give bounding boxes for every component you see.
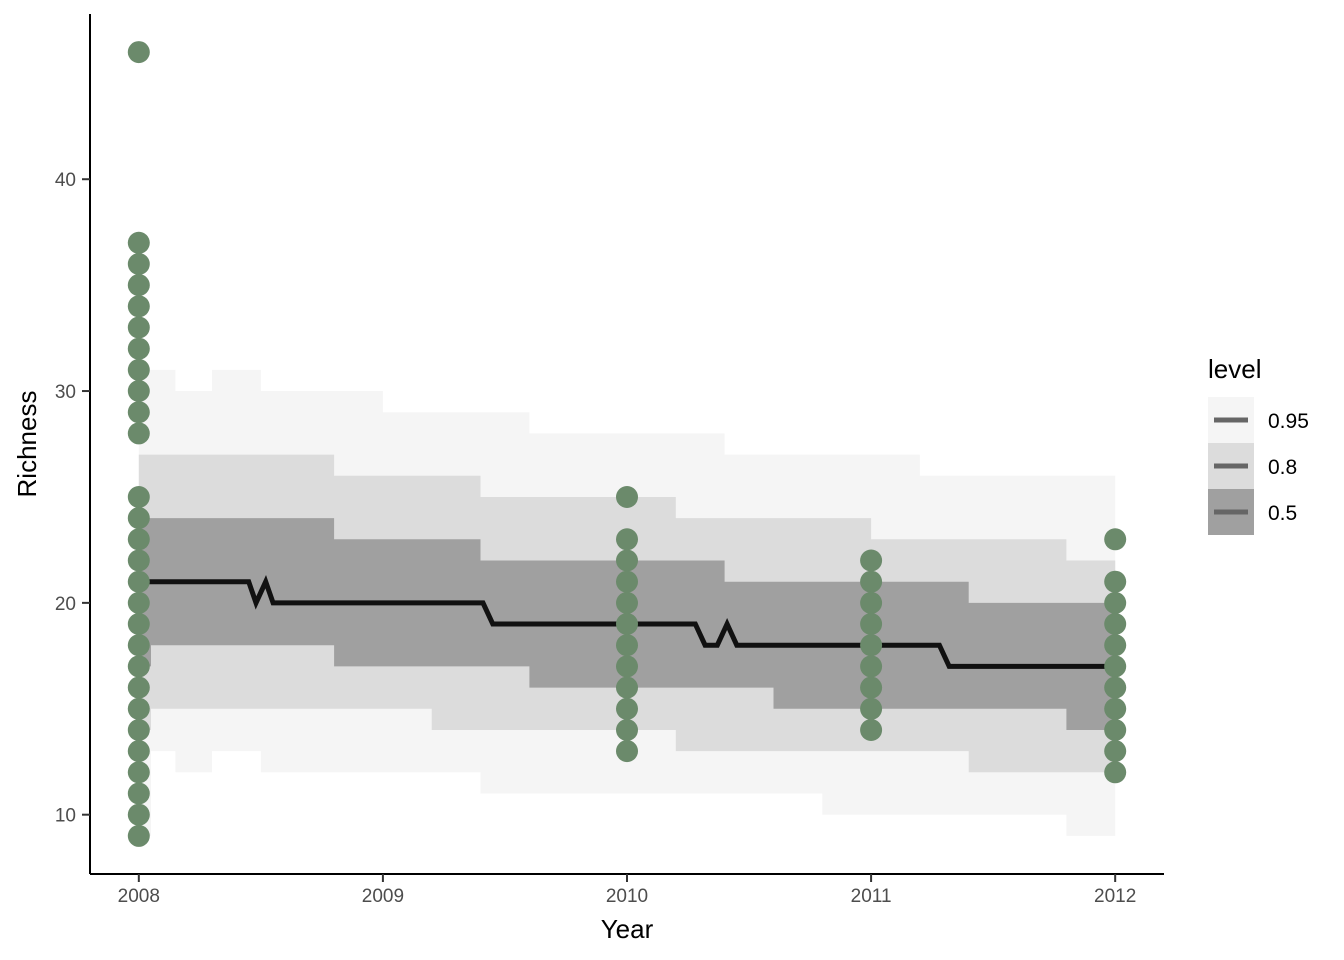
data-point — [860, 591, 883, 614]
data-point — [616, 634, 638, 657]
data-point — [127, 655, 150, 678]
x-tick-label: 2008 — [118, 886, 160, 907]
data-point — [616, 697, 638, 720]
data-point — [127, 253, 150, 275]
data-point — [860, 676, 883, 699]
data-point — [1104, 591, 1127, 614]
data-point — [127, 401, 150, 424]
data-point — [860, 697, 883, 720]
data-point — [616, 655, 638, 678]
data-point — [1104, 655, 1127, 678]
data-point — [127, 231, 150, 254]
data-point — [616, 570, 638, 593]
data-point — [1104, 697, 1127, 720]
data-point — [860, 655, 883, 678]
data-point — [127, 676, 150, 699]
legend-label: 0.5 — [1268, 502, 1297, 525]
data-point — [860, 549, 883, 572]
x-tick-label: 2012 — [1094, 886, 1136, 907]
data-point — [127, 824, 150, 847]
y-axis-title: Richness — [12, 391, 42, 498]
plot-area — [127, 41, 1127, 847]
data-point — [127, 782, 150, 805]
y-ticks: 10 20 30 40 — [55, 170, 90, 827]
x-tick-label: 2009 — [362, 886, 404, 907]
data-point — [127, 528, 150, 551]
data-point — [127, 761, 150, 784]
y-tick-label: 20 — [55, 594, 76, 615]
data-point — [127, 507, 150, 530]
data-point — [127, 613, 150, 635]
data-point — [1104, 761, 1127, 784]
data-point — [127, 697, 150, 720]
y-tick-label: 10 — [55, 806, 76, 827]
data-point — [860, 570, 883, 593]
data-point — [1104, 613, 1127, 635]
data-point — [860, 719, 883, 741]
data-point — [1104, 719, 1127, 741]
data-point — [127, 549, 150, 572]
x-axis-title: Year — [601, 914, 654, 944]
data-point — [860, 613, 883, 635]
data-point — [127, 740, 150, 763]
data-point — [127, 337, 150, 360]
data-point — [127, 486, 150, 508]
x-tick-label: 2011 — [851, 886, 892, 907]
data-point — [127, 316, 150, 339]
data-point — [616, 740, 638, 763]
data-point — [127, 358, 150, 381]
data-point — [1104, 634, 1127, 657]
axes: 2008 2009 2010 2011 2012 10 20 30 40 Year Richn… — [12, 14, 1164, 944]
data-point — [1104, 676, 1127, 699]
data-point — [616, 486, 638, 508]
x-ticks: 2008 2009 2010 2011 2012 — [118, 874, 1136, 907]
y-tick-label: 30 — [55, 382, 76, 403]
data-point — [860, 634, 883, 657]
legend-label: 0.8 — [1268, 456, 1297, 479]
data-point — [1104, 570, 1127, 593]
legend-label: 0.95 — [1268, 410, 1309, 433]
data-point — [127, 570, 150, 593]
data-point — [127, 634, 150, 657]
legend-items: 0.95 0.8 0.5 — [1208, 397, 1309, 535]
data-point — [616, 549, 638, 572]
y-tick-label: 40 — [55, 170, 76, 191]
data-point — [127, 591, 150, 614]
data-point — [127, 719, 150, 741]
data-points — [127, 41, 1127, 847]
data-point — [127, 803, 150, 826]
data-point — [616, 528, 638, 551]
data-point — [127, 274, 150, 297]
legend: level 0.95 0.8 0.5 — [1208, 354, 1309, 535]
data-point — [127, 41, 150, 64]
data-point — [127, 295, 150, 318]
legend-title: level — [1208, 354, 1261, 384]
data-point — [127, 380, 150, 402]
x-tick-label: 2010 — [606, 886, 648, 907]
data-point — [616, 719, 638, 741]
data-point — [127, 422, 150, 445]
data-point — [1104, 528, 1127, 551]
data-point — [616, 591, 638, 614]
data-point — [616, 613, 638, 635]
data-point — [1104, 740, 1127, 763]
data-point — [616, 676, 638, 699]
